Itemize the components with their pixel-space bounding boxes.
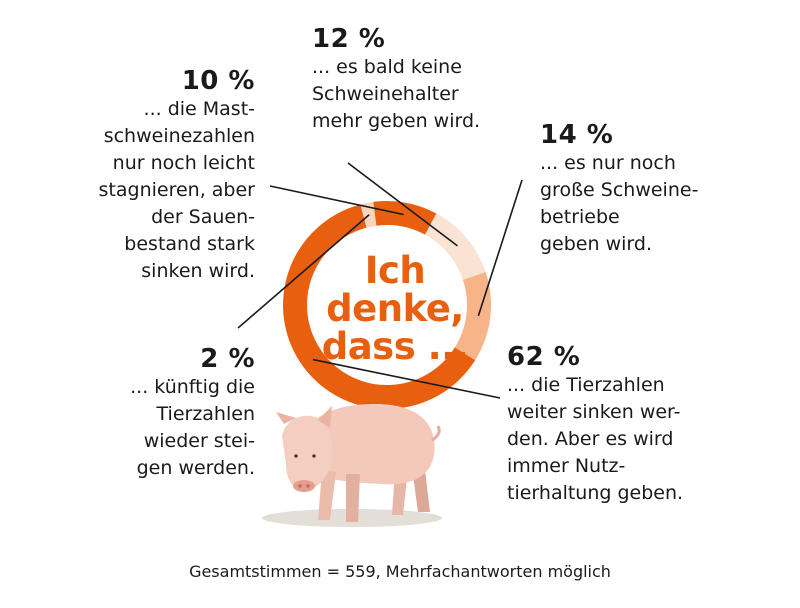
donut-slice-12 [425, 213, 486, 280]
slice-14-block: 14 % ... es nur noch große Schweine- bet… [540, 120, 760, 258]
slice-2-description: ... künftig die Tierzahlen wieder stei- … [130, 376, 255, 479]
slice-10-description: ... die Mast- schweinezahlen nur noch le… [98, 98, 255, 282]
leader-line-14 [477, 179, 523, 317]
slice-12-block: 12 % ... es bald keine Schweinehalter me… [312, 24, 512, 135]
leader-lines [237, 162, 523, 399]
leader-line-2 [237, 214, 370, 329]
pig-illustration [262, 404, 442, 527]
leader-line-62 [312, 358, 501, 399]
slice-12-pct: 12 % [312, 24, 386, 54]
center-label: Ich denke, dass ... [321, 249, 469, 368]
slice-2-block: 2 % ... künftig die Tierzahlen wieder st… [90, 344, 255, 482]
donut-slice-10 [373, 201, 437, 235]
slice-10-block: 10 % ... die Mast- schweinezahlen nur no… [60, 66, 255, 285]
slice-62-pct: 62 % [507, 342, 581, 372]
slice-12-description: ... es bald keine Schweinehalter mehr ge… [312, 56, 481, 132]
slice-10-pct: 10 % [181, 66, 255, 96]
footnote: Gesamtstimmen = 559, Mehrfachantworten m… [189, 562, 611, 581]
slice-14-description: ... es nur noch große Schweine- betriebe… [540, 152, 699, 255]
donut-slice-14 [454, 272, 492, 361]
donut-slices [283, 201, 492, 409]
leader-line-12 [347, 162, 458, 247]
leader-line-10 [269, 185, 404, 216]
slice-14-pct: 14 % [540, 120, 614, 150]
slice-62-description: ... die Tierzahlen weiter sinken wer- de… [507, 374, 684, 504]
slice-62-block: 62 % ... die Tierzahlen weiter sinken we… [507, 342, 727, 507]
slice-2-pct: 2 % [200, 344, 255, 374]
